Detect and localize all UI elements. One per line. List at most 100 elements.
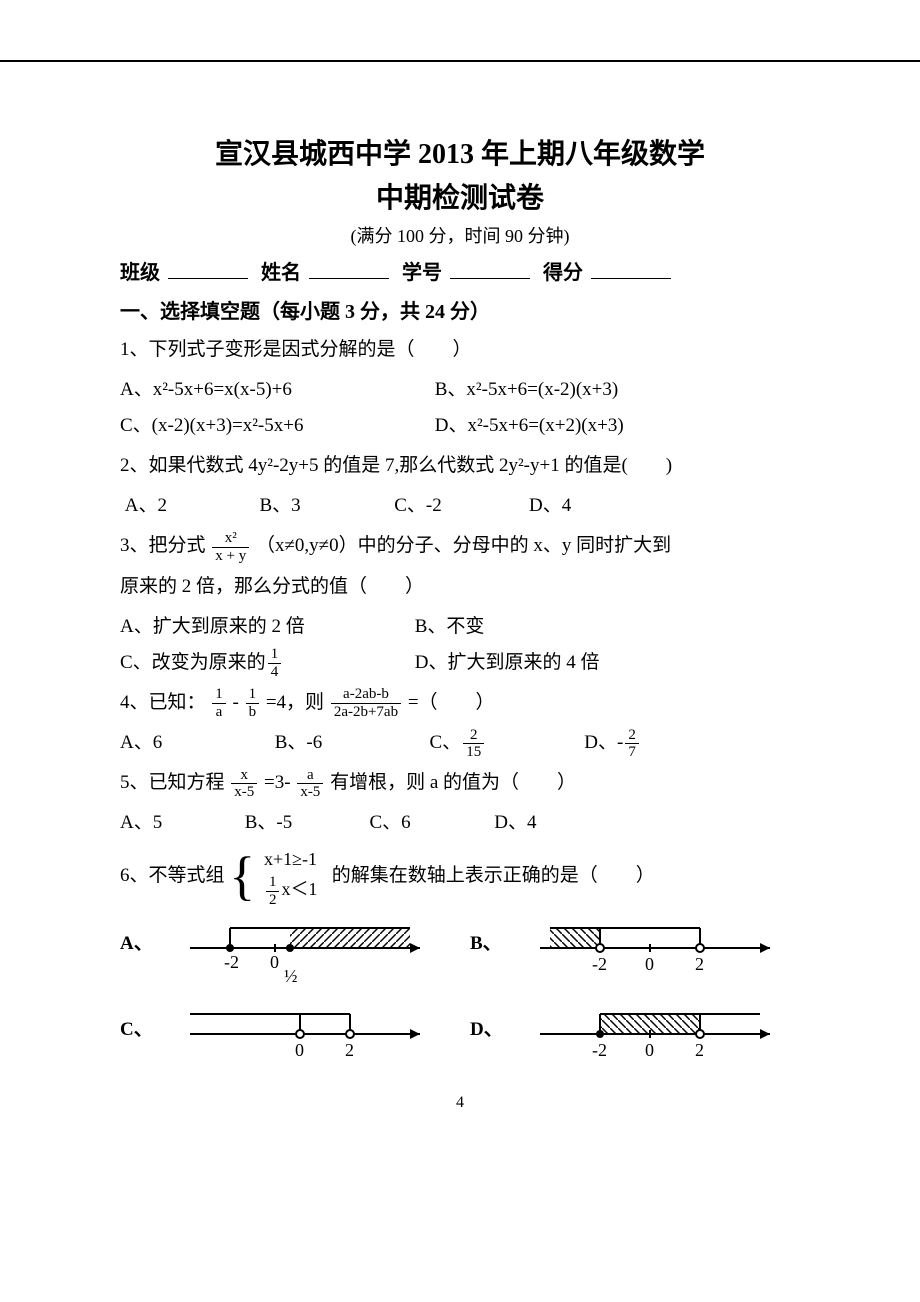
q4-D-frac: 27 bbox=[625, 727, 639, 761]
q5-tail: 有增根，则 a 的值为（ ） bbox=[330, 772, 576, 793]
tick-B-0: -2 bbox=[592, 954, 607, 974]
q4-f1d: a bbox=[212, 704, 226, 721]
q6-row-CD: C、 0 2 D、 bbox=[120, 1004, 800, 1064]
q3-A: A、扩大到原来的 2 倍 bbox=[120, 609, 410, 645]
name-blank bbox=[309, 260, 389, 279]
q4-Dn: 2 bbox=[625, 727, 639, 745]
score-blank bbox=[591, 260, 671, 279]
q4-eq: =4，则 bbox=[266, 692, 324, 713]
q3-frac-num: x² bbox=[212, 530, 249, 548]
q5-A: A、5 bbox=[120, 805, 240, 841]
q4-f3d: 2a-2b+7ab bbox=[331, 704, 401, 721]
q4-A: A、6 bbox=[120, 725, 270, 761]
q6-pre: 6、不等式组 bbox=[120, 865, 225, 886]
q3-row1: A、扩大到原来的 2 倍 B、不变 bbox=[120, 609, 800, 645]
q4-pre: 4、已知： bbox=[120, 692, 206, 713]
q5-stem: 5、已知方程 xx-5 =3- ax-5 有增根，则 a 的值为（ ） bbox=[120, 765, 800, 801]
q6-tail: 的解集在数轴上表示正确的是（ ） bbox=[332, 865, 655, 886]
q2-B: B、3 bbox=[260, 488, 390, 524]
q1-stem: 1、下列式子变形是因式分解的是（ ） bbox=[120, 332, 800, 368]
q6-label-B: B、 bbox=[470, 918, 500, 955]
q6-row-AB: A、 -2 0 ½ B、 bbox=[120, 918, 800, 988]
numberline-C: 0 2 bbox=[180, 1004, 440, 1064]
q6-label-D: D、 bbox=[470, 1004, 500, 1041]
q3-D: D、扩大到原来的 4 倍 bbox=[415, 652, 600, 673]
numberline-D: -2 0 2 bbox=[530, 1004, 790, 1064]
q6-r2-tail: x＜1 bbox=[281, 879, 317, 899]
q4-D-pre: D、- bbox=[584, 732, 623, 753]
class-label: 班级 bbox=[120, 262, 160, 284]
q6-diagrams: A、 -2 0 ½ B、 bbox=[120, 918, 800, 1064]
q4-Cd: 15 bbox=[463, 744, 484, 761]
tick-C-0: 0 bbox=[295, 1040, 304, 1060]
name-label: 姓名 bbox=[261, 262, 301, 284]
q6-sys-row1: x+1≥-1 bbox=[264, 845, 318, 874]
tick-D-0: -2 bbox=[592, 1040, 607, 1060]
q2-A: A、2 bbox=[125, 488, 255, 524]
q6-sys-row2: 12x＜1 bbox=[264, 874, 318, 908]
q3-row2: C、改变为原来的14 D、扩大到原来的 4 倍 bbox=[120, 645, 800, 681]
tick-C-1: 2 bbox=[345, 1040, 354, 1060]
q2-opts: A、2 B、3 C、-2 D、4 bbox=[120, 488, 800, 524]
q6-r2-den: 2 bbox=[266, 892, 280, 909]
tick-B-1: 0 bbox=[645, 954, 654, 974]
q3-line1: 3、把分式 x² x + y （x≠0,y≠0）中的分子、分母中的 x、y 同时… bbox=[120, 528, 800, 564]
q5-pre: 5、已知方程 bbox=[120, 772, 225, 793]
q6-stem: 6、不等式组 { x+1≥-1 12x＜1 的解集在数轴上表示正确的是（ ） bbox=[120, 845, 800, 908]
q3-frac: x² x + y bbox=[212, 530, 249, 564]
q6-label-C: C、 bbox=[120, 1004, 150, 1041]
q6-label-A: A、 bbox=[120, 918, 150, 955]
page-number: 4 bbox=[120, 1094, 800, 1112]
class-blank bbox=[168, 260, 248, 279]
q6-system: x+1≥-1 12x＜1 bbox=[264, 845, 318, 908]
tick-A-2: ½ bbox=[284, 966, 298, 986]
q3-B: B、不变 bbox=[415, 616, 485, 637]
q3-C-pre: C、改变为原来的 bbox=[120, 652, 266, 673]
q3-frac-den: x + y bbox=[212, 548, 249, 565]
q4-C-frac: 215 bbox=[463, 727, 484, 761]
q4-tail: =（ ） bbox=[408, 692, 495, 713]
score-label: 得分 bbox=[543, 262, 583, 284]
q2-D: D、4 bbox=[529, 495, 571, 516]
q3-line2: 原来的 2 倍，那么分式的值（ ） bbox=[120, 569, 800, 605]
q5-mid: =3- bbox=[264, 772, 291, 793]
q3-C-frac: 14 bbox=[268, 646, 282, 680]
q1-row1: A、x²-5x+6=x(x-5)+6 B、x²-5x+6=(x-2)(x+3) bbox=[120, 372, 800, 408]
id-label: 学号 bbox=[402, 262, 442, 284]
q1-row2: C、(x-2)(x+3)=x²-5x+6 D、x²-5x+6=(x+2)(x+3… bbox=[120, 408, 800, 444]
q3-pre: 3、把分式 bbox=[120, 535, 206, 556]
id-blank bbox=[450, 260, 530, 279]
tick-D-1: 0 bbox=[645, 1040, 654, 1060]
q5-f2n: a bbox=[297, 767, 323, 785]
q2-C: C、-2 bbox=[394, 488, 524, 524]
q4-opts: A、6 B、-6 C、215 D、-27 bbox=[120, 725, 800, 761]
title-line-2: 中期检测试卷 bbox=[120, 176, 800, 216]
q2-stem: 2、如果代数式 4y²-2y+5 的值是 7,那么代数式 2y²-y+1 的值是… bbox=[120, 448, 800, 484]
q5-f1n: x bbox=[231, 767, 257, 785]
numberline-A: -2 0 ½ bbox=[180, 918, 440, 988]
q4-f2n: 1 bbox=[246, 686, 260, 704]
q3-C-num: 1 bbox=[268, 646, 282, 664]
q4-C-wrap: C、215 bbox=[430, 725, 580, 761]
q4-C-pre: C、 bbox=[430, 732, 462, 753]
tick-A-0: -2 bbox=[224, 952, 239, 972]
q5-B: B、-5 bbox=[245, 805, 365, 841]
q3-mid: （x≠0,y≠0）中的分子、分母中的 x、y 同时扩大到 bbox=[256, 535, 671, 556]
section-1-heading: 一、选择填空题（每小题 3 分，共 24 分） bbox=[120, 295, 800, 324]
q5-f2d: x-5 bbox=[297, 784, 323, 801]
q5-f1: xx-5 bbox=[231, 767, 257, 801]
q3-C-den: 4 bbox=[268, 664, 282, 681]
exam-page: 宣汉县城西中学 2013 年上期八年级数学 中期检测试卷 (满分 100 分，时… bbox=[0, 60, 920, 1152]
tick-D-2: 2 bbox=[695, 1040, 704, 1060]
q4-f3n: a-2ab-b bbox=[331, 686, 401, 704]
q4-f1: 1a bbox=[212, 686, 226, 720]
q4-Dd: 7 bbox=[625, 744, 639, 761]
q6-r2-num: 1 bbox=[266, 874, 280, 892]
q4-f1n: 1 bbox=[212, 686, 226, 704]
subtitle: (满分 100 分，时间 90 分钟) bbox=[120, 222, 800, 248]
q4-f3: a-2ab-b2a-2b+7ab bbox=[331, 686, 401, 720]
q4-stem: 4、已知： 1a - 1b =4，则 a-2ab-b2a-2b+7ab =（ ） bbox=[120, 685, 800, 721]
q1-A: A、x²-5x+6=x(x-5)+6 bbox=[120, 372, 430, 408]
q5-opts: A、5 B、-5 C、6 D、4 bbox=[120, 805, 800, 841]
brace-icon: { bbox=[229, 852, 255, 901]
